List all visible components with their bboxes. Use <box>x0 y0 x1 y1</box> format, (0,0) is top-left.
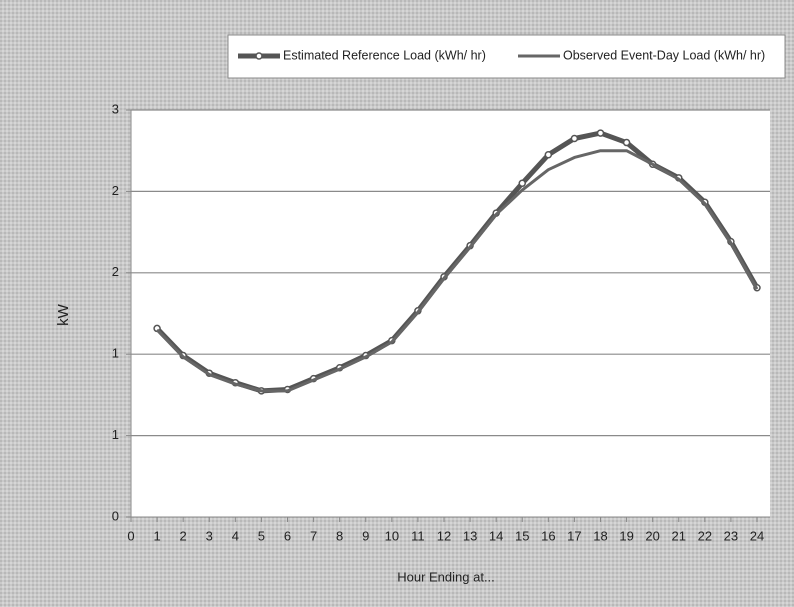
x-tick-label: 1 <box>153 528 160 543</box>
x-tick-label: 21 <box>672 528 686 543</box>
x-tick-label: 24 <box>750 528 764 543</box>
y-tick-label: 2 <box>112 264 119 279</box>
x-tick-label: 2 <box>180 528 187 543</box>
x-tick-label: 5 <box>258 528 265 543</box>
x-tick-label: 19 <box>619 528 633 543</box>
x-tick-label: 4 <box>232 528 239 543</box>
x-tick-label: 7 <box>310 528 317 543</box>
plot-area <box>131 110 770 517</box>
y-axis-title: kW <box>55 303 72 326</box>
x-tick-label: 16 <box>541 528 555 543</box>
x-tick-label: 23 <box>724 528 738 543</box>
x-tick-label: 0 <box>127 528 134 543</box>
point <box>544 151 553 159</box>
x-tick-label: 3 <box>206 528 213 543</box>
x-tick-label: 20 <box>645 528 659 543</box>
x-tick-label: 11 <box>411 528 425 543</box>
y-tick-label: 0 <box>112 508 119 523</box>
x-tick-label: 15 <box>515 528 529 543</box>
y-tick-label: 1 <box>112 427 119 442</box>
point <box>518 179 526 188</box>
y-tick-label: 2 <box>112 183 119 198</box>
x-tick-label: 13 <box>463 528 477 543</box>
legend-marker <box>255 52 263 60</box>
legend-label: Estimated Reference Load (kWh/ hr) <box>283 48 486 62</box>
legend-box <box>227 34 786 79</box>
y-tick-label: 3 <box>112 101 119 116</box>
series-line <box>156 149 759 393</box>
x-tick-label: 8 <box>336 528 343 543</box>
y-tick-label: 1 <box>112 346 119 361</box>
x-tick-label: 6 <box>284 528 291 543</box>
x-tick-label: 9 <box>362 528 369 543</box>
point <box>570 134 579 143</box>
x-tick-label: 22 <box>698 528 712 543</box>
x-tick-label: 17 <box>567 528 581 543</box>
x-tick-label: 10 <box>385 528 399 543</box>
point <box>622 138 631 147</box>
x-tick-label: 14 <box>489 528 503 543</box>
x-tick-label: 12 <box>437 528 451 543</box>
x-tick-label: 18 <box>593 528 607 543</box>
point <box>596 129 605 137</box>
x-axis-title: Hour Ending at... <box>397 569 495 584</box>
legend-label: Observed Event-Day Load (kWh/ hr) <box>563 48 765 62</box>
